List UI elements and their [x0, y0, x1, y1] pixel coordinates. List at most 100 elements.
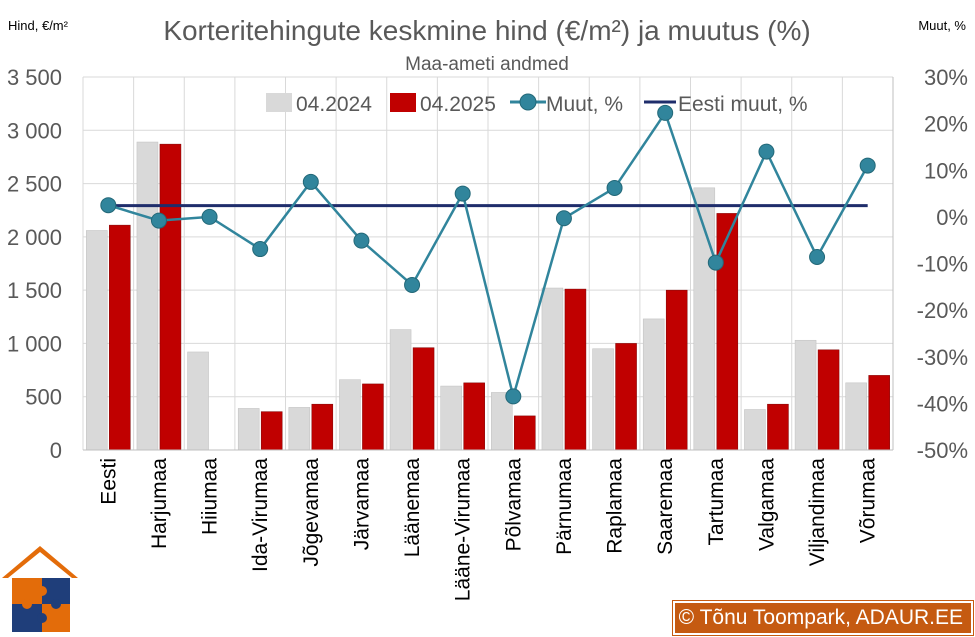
bar-04-2024-Järvamaa: [339, 379, 361, 451]
bar-04-2024-Lääne-Virumaa: [440, 385, 462, 451]
x-category-label: Valgamaa: [755, 458, 778, 551]
change-point-Jõgevamaa: [302, 173, 319, 190]
bar-04-2024-Viljandimaa: [794, 339, 817, 451]
bar-04-2024-Võrumaa: [845, 382, 867, 451]
bar-04-2024-Ida-Virumaa: [237, 408, 260, 451]
logo-roof: [2, 546, 78, 578]
legend-swatch-2025: [390, 93, 416, 112]
y-right-tick-label: 10%: [924, 158, 968, 183]
change-point-Lääne-Virumaa: [454, 185, 471, 202]
change-point-Tartumaa: [707, 254, 724, 271]
bar-04-2025-Harjumaa: [159, 143, 182, 451]
bar-04-2025-Ida-Virumaa: [260, 411, 283, 451]
credit-badge: © Tõnu Toompark, ADAUR.EE: [672, 601, 973, 635]
bar-04-2024-Pärnumaa: [541, 287, 564, 451]
y-left-tick-label: 3 500: [7, 65, 62, 90]
change-point-Järvamaa: [353, 232, 370, 249]
change-point-Saaremaa: [657, 104, 674, 121]
bar-04-2025-Pärnumaa: [564, 288, 587, 451]
bar-04-2025-Läänemaa: [412, 347, 435, 451]
legend-swatch-2024: [266, 93, 292, 112]
bar-04-2024-Valgamaa: [744, 409, 766, 451]
change-point-Hiiumaa: [201, 208, 218, 225]
logo-knob-3: [51, 599, 61, 609]
change-point-Ida-Virumaa: [252, 241, 269, 258]
y-left-tick-label: 2 000: [7, 225, 62, 250]
x-category-label: Järvamaa: [350, 458, 373, 551]
x-category-label: Ida-Virumaa: [249, 458, 272, 572]
legend-label-change: Muut, %: [546, 93, 623, 116]
y-right-tick-label: -10%: [917, 252, 968, 277]
legend-label-2025: 04.2025: [420, 93, 496, 116]
x-category-label: Viljandimaa: [806, 458, 829, 566]
bar-04-2024-Hiiumaa: [187, 351, 209, 451]
bar-04-2024-Jõgevamaa: [288, 407, 311, 451]
change-point-Eesti: [100, 197, 117, 214]
bar-04-2025-Jõgevamaa: [311, 403, 334, 451]
x-category-label: Tartumaa: [705, 458, 728, 546]
y-left-axis-label: Hind, €/m²: [8, 18, 69, 33]
change-point-Võrumaa: [859, 157, 876, 174]
y-right-tick-label: -20%: [917, 298, 968, 323]
y-left-tick-label: 500: [25, 385, 62, 410]
change-point-Pärnumaa: [555, 210, 572, 227]
x-category-label: Harjumaa: [148, 458, 171, 549]
x-category-label: Lääne-Virumaa: [452, 458, 475, 602]
bar-04-2025-Lääne-Virumaa: [463, 382, 485, 451]
x-category-label: Põlvamaa: [502, 458, 525, 552]
y-right-tick-label: 20%: [924, 112, 968, 137]
bar-04-2025-Tartumaa: [716, 213, 739, 451]
change-point-Põlvamaa: [505, 388, 522, 405]
change-point-Raplamaa: [606, 179, 623, 196]
y-right-tick-label: 0%: [936, 205, 968, 230]
y-right-tick-label: -40%: [917, 391, 968, 416]
x-category-label: Saaremaa: [654, 458, 677, 555]
logo-knob-4: [37, 613, 47, 623]
bar-04-2025-Valgamaa: [767, 403, 789, 451]
bar-04-2025-Raplamaa: [615, 343, 637, 451]
y-left-tick-label: 0: [50, 438, 62, 463]
change-line: [107, 110, 869, 402]
x-category-label: Raplamaa: [604, 458, 627, 554]
legend: 04.2024 04.2025 Muut, % Eesti muut, %: [266, 93, 808, 116]
bar-04-2025-Eesti: [109, 224, 131, 451]
change-point-Viljandimaa: [809, 248, 826, 265]
y-right-tick-label: -50%: [917, 438, 968, 463]
logo-knob-2: [22, 599, 32, 609]
bar-04-2025-Põlvamaa: [514, 415, 536, 451]
y-right-tick-label: 30%: [924, 65, 968, 90]
legend-label-estonia-change: Eesti muut, %: [678, 93, 808, 116]
x-category-label: Hiiumaa: [199, 458, 222, 535]
x-category-label: Eesti: [97, 458, 120, 505]
y-left-tick-label: 1 000: [7, 331, 62, 356]
y-right-axis-label: Muut, %: [918, 18, 966, 33]
logo-knob-1: [37, 586, 47, 596]
x-category-label: Jõgevamaa: [300, 458, 323, 567]
x-category-label: Pärnumaa: [553, 458, 576, 555]
legend-marker-change: [519, 93, 537, 111]
bar-04-2024-Raplamaa: [592, 348, 614, 451]
bar-04-2024-Läänemaa: [389, 329, 412, 451]
y-right-tick-label: -30%: [917, 345, 968, 370]
bar-04-2024-Saaremaa: [642, 318, 665, 451]
bar-04-2025-Saaremaa: [665, 289, 688, 451]
chart-subtitle: Maa-ameti andmed: [405, 54, 569, 75]
y-left-tick-label: 2 500: [7, 172, 62, 197]
bar-04-2025-Viljandimaa: [817, 349, 840, 451]
x-category-label: Võrumaa: [857, 458, 880, 544]
chart-title: Korteritehingute keskmine hind (€/m²) ja…: [163, 15, 810, 46]
axes: 0 500 1 000 1 500 2 000 2 500 3 000 3 500 -50% -4…: [7, 65, 968, 601]
change-point-Läänemaa: [404, 276, 421, 293]
legend-label-2024: 04.2024: [296, 93, 372, 116]
bar-04-2025-Võrumaa: [868, 375, 890, 451]
y-left-tick-label: 1 500: [7, 278, 62, 303]
lines: [100, 104, 876, 405]
x-category-label: Läänemaa: [401, 458, 424, 558]
y-left-tick-label: 3 000: [7, 118, 62, 143]
bar-04-2024-Eesti: [86, 230, 108, 451]
bar-04-2025-Järvamaa: [362, 383, 384, 451]
change-point-Harjumaa: [150, 212, 167, 229]
bar-04-2024-Harjumaa: [136, 141, 159, 451]
logo: [2, 546, 78, 632]
